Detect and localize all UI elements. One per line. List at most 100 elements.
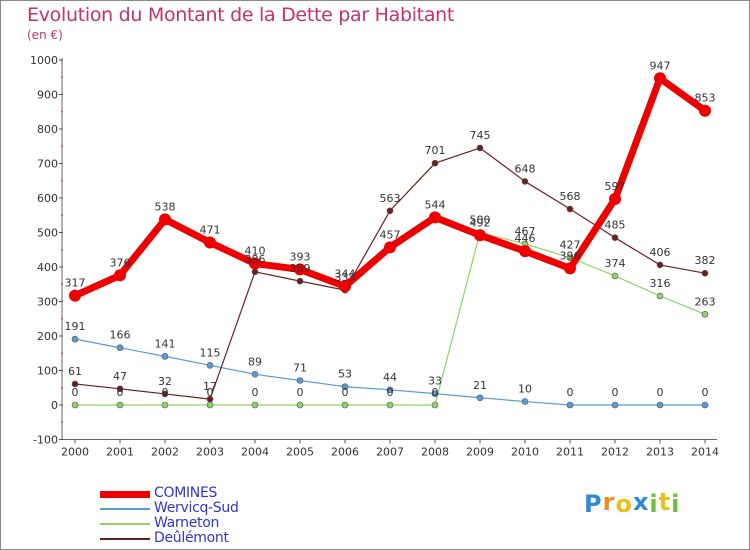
logo-letter: i xyxy=(649,490,659,518)
data-point xyxy=(116,385,124,393)
y-tick-label: 0 xyxy=(51,399,58,412)
x-tick-label: 2009 xyxy=(466,446,494,459)
data-point xyxy=(386,386,394,394)
data-point xyxy=(521,178,529,185)
data-label: 17 xyxy=(203,380,217,393)
data-label: 374 xyxy=(605,257,626,270)
data-point xyxy=(204,236,216,249)
data-point xyxy=(386,401,394,409)
y-tick-label: 600 xyxy=(37,192,58,205)
data-label: 492 xyxy=(470,216,491,229)
y-tick-label: 400 xyxy=(37,261,58,274)
data-point xyxy=(654,72,666,85)
data-point xyxy=(431,390,439,397)
data-label: 10 xyxy=(518,383,532,396)
data-label: 47 xyxy=(113,370,127,383)
data-point xyxy=(161,401,169,409)
data-point xyxy=(699,104,711,117)
logo-letter: P xyxy=(584,490,603,518)
data-point xyxy=(71,401,79,409)
x-tick-label: 2003 xyxy=(196,446,224,459)
x-tick-label: 2006 xyxy=(331,446,359,459)
data-point xyxy=(206,395,214,403)
data-label: 648 xyxy=(515,162,536,175)
data-label: 393 xyxy=(290,250,311,263)
data-point xyxy=(251,370,259,378)
data-label: 406 xyxy=(650,246,671,259)
legend-label: Wervicq-Sud xyxy=(154,500,239,516)
data-point xyxy=(609,193,621,206)
data-label: 597 xyxy=(605,180,626,193)
data-label: 500 xyxy=(470,214,491,227)
x-tick-label: 2014 xyxy=(691,446,719,459)
y-tick-label: 300 xyxy=(37,296,58,309)
data-label: 0 xyxy=(207,386,214,399)
data-point xyxy=(341,383,349,391)
chart-title: Evolution du Montant de la Dette par Hab… xyxy=(27,4,455,26)
data-label: 89 xyxy=(248,355,262,368)
data-point xyxy=(159,213,171,226)
x-tick-label: 2001 xyxy=(106,446,134,459)
legend-label: Deûlémont xyxy=(154,530,229,546)
data-point xyxy=(701,269,709,277)
data-label: 485 xyxy=(605,219,626,232)
data-point xyxy=(474,229,486,242)
legend-label: Warneton xyxy=(154,515,220,531)
legend-swatch xyxy=(100,491,150,498)
data-point xyxy=(69,289,81,302)
x-tick-label: 2002 xyxy=(151,446,179,459)
data-label: 33 xyxy=(428,375,442,388)
data-point xyxy=(701,310,709,318)
data-label: 344 xyxy=(335,267,356,280)
x-tick-label: 2000 xyxy=(61,446,89,459)
data-label: 538 xyxy=(155,200,176,213)
data-label: 376 xyxy=(110,256,131,269)
data-label: 53 xyxy=(338,368,352,381)
x-tick-label: 2007 xyxy=(376,446,404,459)
logo-letter: r xyxy=(602,488,616,516)
data-point xyxy=(384,241,396,254)
data-label: 141 xyxy=(155,337,176,350)
legend-swatch xyxy=(100,508,150,510)
data-label: 0 xyxy=(702,386,709,399)
data-label: 0 xyxy=(297,386,304,399)
legend-label: COMINES xyxy=(154,485,218,501)
data-point xyxy=(116,344,124,352)
data-point xyxy=(116,401,124,409)
data-label: 317 xyxy=(65,277,86,290)
x-tick-label: 2012 xyxy=(601,446,629,459)
data-point xyxy=(564,262,576,275)
data-point xyxy=(251,401,259,409)
data-point xyxy=(296,401,304,409)
data-label: 263 xyxy=(695,295,716,308)
x-tick-label: 2010 xyxy=(511,446,539,459)
logo-letter: o xyxy=(615,490,633,518)
data-label: 0 xyxy=(72,386,79,399)
y-tick-label: 1000 xyxy=(30,54,58,67)
data-point xyxy=(566,401,574,409)
data-label: 568 xyxy=(560,190,581,203)
data-label: 457 xyxy=(380,228,401,241)
y-tick-label: 700 xyxy=(37,158,58,171)
x-tick-label: 2013 xyxy=(646,446,674,459)
data-point xyxy=(431,401,439,409)
y-tick-label: 800 xyxy=(37,123,58,136)
data-label: 0 xyxy=(162,386,169,399)
data-point xyxy=(611,401,619,409)
data-label: 0 xyxy=(567,386,574,399)
data-label: 0 xyxy=(117,386,124,399)
data-point xyxy=(114,269,126,282)
data-label: 333 xyxy=(335,271,356,284)
logo-letter: x xyxy=(632,488,650,516)
data-point xyxy=(431,159,439,167)
data-label: 446 xyxy=(515,232,536,245)
y-tick-label: 200 xyxy=(37,330,58,343)
data-point xyxy=(249,257,261,270)
data-point xyxy=(386,207,394,215)
data-point xyxy=(519,245,531,258)
data-label: 947 xyxy=(650,59,671,72)
y-tick-label: 100 xyxy=(37,365,58,378)
data-label: 61 xyxy=(68,365,82,378)
data-label: 0 xyxy=(342,386,349,399)
